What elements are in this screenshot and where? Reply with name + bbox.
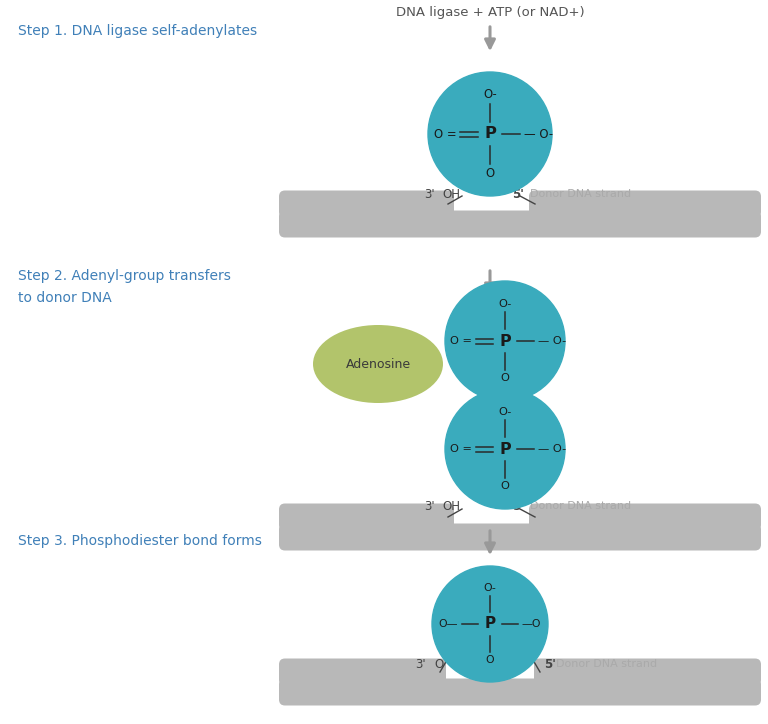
Text: O-: O- [498, 407, 511, 417]
FancyBboxPatch shape [279, 211, 761, 237]
Text: OH: OH [442, 500, 460, 513]
Text: P: P [484, 127, 496, 141]
Text: Step 3. Phosphodiester bond forms: Step 3. Phosphodiester bond forms [18, 534, 262, 548]
Text: 5': 5' [512, 188, 524, 201]
Text: — O-: — O- [538, 444, 566, 454]
Circle shape [432, 566, 548, 682]
Circle shape [445, 281, 565, 401]
FancyBboxPatch shape [529, 190, 761, 217]
Text: O-: O- [483, 88, 497, 101]
FancyBboxPatch shape [279, 503, 454, 531]
FancyBboxPatch shape [279, 190, 454, 217]
Text: DNA ligase + ATP (or NAD+): DNA ligase + ATP (or NAD+) [396, 6, 584, 19]
Circle shape [445, 389, 565, 509]
Text: 3': 3' [425, 500, 435, 513]
Text: O-: O- [484, 583, 496, 593]
Text: OH: OH [442, 188, 460, 201]
FancyBboxPatch shape [279, 678, 761, 705]
Text: O: O [434, 657, 443, 670]
Text: O: O [485, 167, 495, 180]
FancyBboxPatch shape [279, 523, 761, 550]
FancyBboxPatch shape [529, 503, 761, 531]
Text: O: O [485, 654, 495, 665]
Text: 3': 3' [415, 657, 426, 670]
Text: O: O [501, 373, 509, 383]
Text: — O-: — O- [524, 127, 553, 140]
FancyBboxPatch shape [534, 659, 761, 686]
Text: 5': 5' [544, 657, 556, 670]
Text: Donor DNA strand: Donor DNA strand [530, 501, 631, 511]
Text: O =: O = [450, 444, 472, 454]
Text: — O-: — O- [538, 336, 566, 346]
Text: O-: O- [498, 299, 511, 309]
Text: —O: —O [521, 619, 541, 629]
Text: P: P [499, 442, 511, 457]
Text: O: O [501, 481, 509, 491]
Text: O =: O = [434, 127, 456, 140]
Text: Donor DNA strand: Donor DNA strand [556, 659, 657, 669]
Text: Step 1. DNA ligase self-adenylates: Step 1. DNA ligase self-adenylates [18, 24, 257, 38]
Circle shape [428, 72, 552, 196]
Text: P: P [485, 617, 495, 631]
FancyBboxPatch shape [279, 659, 446, 686]
Text: Donor DNA strand: Donor DNA strand [530, 189, 631, 199]
Text: Adenosine: Adenosine [346, 358, 411, 371]
Ellipse shape [313, 325, 443, 403]
Text: O—: O— [439, 619, 458, 629]
Text: 3': 3' [425, 188, 435, 201]
Text: 5': 5' [512, 500, 524, 513]
Text: P: P [499, 334, 511, 348]
Text: O =: O = [450, 336, 472, 346]
Text: Step 2. Adenyl-group transfers
to donor DNA: Step 2. Adenyl-group transfers to donor … [18, 269, 231, 305]
